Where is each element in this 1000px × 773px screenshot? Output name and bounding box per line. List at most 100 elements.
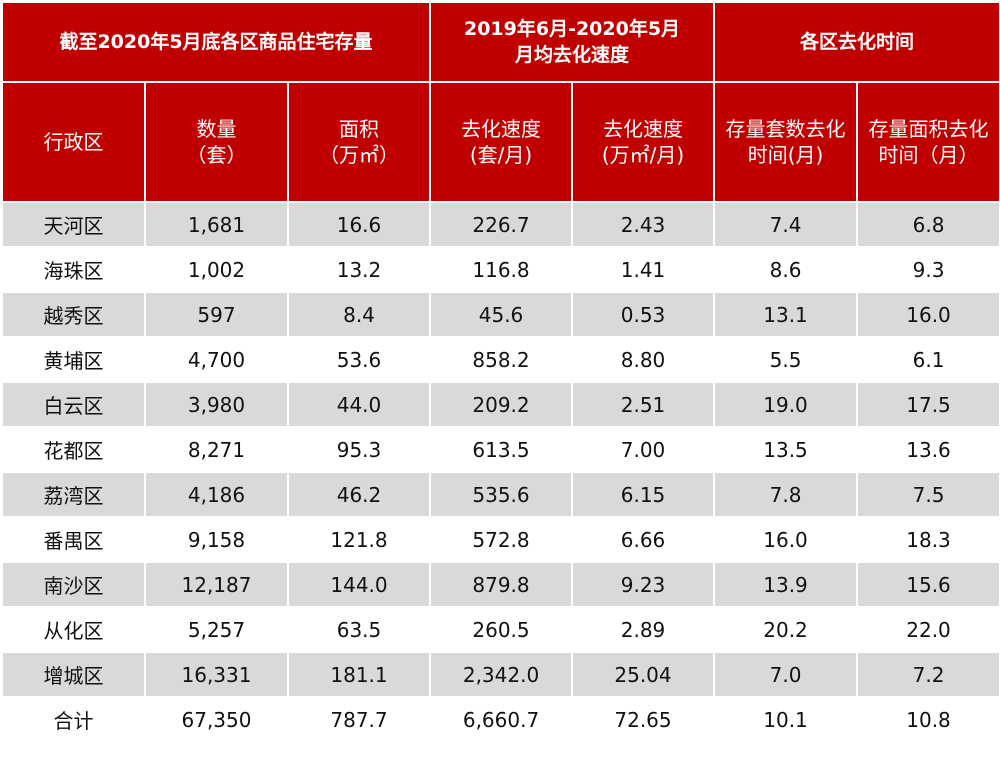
header-group-speed: 2019年6月-2020年5月 月均去化速度 (429, 1, 716, 83)
speed-units-cell: 226.7 (429, 201, 574, 248)
time-units-cell: 13.5 (713, 426, 859, 473)
district-cell: 海珠区 (1, 246, 146, 293)
district-cell: 合计 (1, 696, 146, 743)
area-cell: 63.5 (286, 606, 432, 653)
time-area-cell: 17.5 (856, 381, 1000, 428)
table-row: 合计 67,350 787.7 6,660.7 72.65 10.1 10.8 (1, 696, 1000, 743)
col-header-count: 数量 （套） (144, 81, 289, 203)
time-units-cell: 16.0 (713, 516, 859, 563)
col-header-area: 面积 （万㎡） (286, 81, 432, 203)
area-cell: 13.2 (286, 246, 432, 293)
col-header-time-area: 存量面积去化 时间（月） (856, 81, 1000, 203)
district-cell: 黄埔区 (1, 336, 146, 383)
speed-units-cell: 6,660.7 (429, 696, 574, 743)
district-cell: 白云区 (1, 381, 146, 428)
time-units-cell: 20.2 (713, 606, 859, 653)
table-row: 天河区 1,681 16.6 226.7 2.43 7.4 6.8 (1, 201, 1000, 248)
area-cell: 8.4 (286, 291, 432, 338)
time-area-cell: 7.5 (856, 471, 1000, 518)
area-cell: 144.0 (286, 561, 432, 608)
speed-area-cell: 6.15 (571, 471, 716, 518)
time-units-cell: 7.0 (713, 651, 859, 698)
speed-area-cell: 72.65 (571, 696, 716, 743)
count-cell: 12,187 (144, 561, 289, 608)
table-row: 荔湾区 4,186 46.2 535.6 6.15 7.8 7.5 (1, 471, 1000, 518)
time-area-cell: 13.6 (856, 426, 1000, 473)
area-cell: 16.6 (286, 201, 432, 248)
speed-units-cell: 572.8 (429, 516, 574, 563)
speed-area-cell: 6.66 (571, 516, 716, 563)
time-units-cell: 13.1 (713, 291, 859, 338)
table-row: 从化区 5,257 63.5 260.5 2.89 20.2 22.0 (1, 606, 1000, 653)
col-header-speed-units: 去化速度 (套/月) (429, 81, 574, 203)
speed-units-cell: 535.6 (429, 471, 574, 518)
time-area-cell: 22.0 (856, 606, 1000, 653)
district-cell: 从化区 (1, 606, 146, 653)
count-cell: 5,257 (144, 606, 289, 653)
time-units-cell: 5.5 (713, 336, 859, 383)
speed-area-cell: 7.00 (571, 426, 716, 473)
time-units-cell: 13.9 (713, 561, 859, 608)
speed-area-cell: 1.41 (571, 246, 716, 293)
district-cell: 增城区 (1, 651, 146, 698)
count-cell: 1,002 (144, 246, 289, 293)
area-cell: 95.3 (286, 426, 432, 473)
time-units-cell: 7.4 (713, 201, 859, 248)
speed-area-cell: 9.23 (571, 561, 716, 608)
time-area-cell: 18.3 (856, 516, 1000, 563)
district-cell: 南沙区 (1, 561, 146, 608)
table-row: 增城区 16,331 181.1 2,342.0 25.04 7.0 7.2 (1, 651, 1000, 698)
area-cell: 46.2 (286, 471, 432, 518)
time-units-cell: 19.0 (713, 381, 859, 428)
speed-units-cell: 2,342.0 (429, 651, 574, 698)
district-cell: 花都区 (1, 426, 146, 473)
count-cell: 67,350 (144, 696, 289, 743)
count-cell: 16,331 (144, 651, 289, 698)
table-row: 南沙区 12,187 144.0 879.8 9.23 13.9 15.6 (1, 561, 1000, 608)
count-cell: 4,700 (144, 336, 289, 383)
table-row: 海珠区 1,002 13.2 116.8 1.41 8.6 9.3 (1, 246, 1000, 293)
speed-units-cell: 260.5 (429, 606, 574, 653)
time-units-cell: 10.1 (713, 696, 859, 743)
time-area-cell: 16.0 (856, 291, 1000, 338)
table-row: 番禺区 9,158 121.8 572.8 6.66 16.0 18.3 (1, 516, 1000, 563)
time-area-cell: 7.2 (856, 651, 1000, 698)
area-cell: 787.7 (286, 696, 432, 743)
col-header-time-units: 存量套数去化 时间(月) (713, 81, 859, 203)
count-cell: 1,681 (144, 201, 289, 248)
speed-units-cell: 879.8 (429, 561, 574, 608)
table-row: 花都区 8,271 95.3 613.5 7.00 13.5 13.6 (1, 426, 1000, 473)
time-units-cell: 7.8 (713, 471, 859, 518)
count-cell: 4,186 (144, 471, 289, 518)
time-area-cell: 6.1 (856, 336, 1000, 383)
time-area-cell: 15.6 (856, 561, 1000, 608)
table-row: 越秀区 597 8.4 45.6 0.53 13.1 16.0 (1, 291, 1000, 338)
district-cell: 越秀区 (1, 291, 146, 338)
header-group-time: 各区去化时间 (713, 1, 1000, 83)
inventory-table: 截至2020年5月底各区商品住宅存量 2019年6月-2020年5月 月均去化速度… (0, 1, 1000, 743)
district-cell: 荔湾区 (1, 471, 146, 518)
district-cell: 番禺区 (1, 516, 146, 563)
header-column-row: 行政区 数量 （套） 面积 （万㎡） 去化速度 (套/月) 去化速度 (万㎡/月) 存量… (1, 81, 1000, 203)
time-units-cell: 8.6 (713, 246, 859, 293)
table-row: 白云区 3,980 44.0 209.2 2.51 19.0 17.5 (1, 381, 1000, 428)
table-row: 黄埔区 4,700 53.6 858.2 8.80 5.5 6.1 (1, 336, 1000, 383)
col-header-district: 行政区 (1, 81, 146, 203)
count-cell: 9,158 (144, 516, 289, 563)
time-area-cell: 6.8 (856, 201, 1000, 248)
speed-area-cell: 2.51 (571, 381, 716, 428)
speed-units-cell: 209.2 (429, 381, 574, 428)
speed-units-cell: 858.2 (429, 336, 574, 383)
count-cell: 8,271 (144, 426, 289, 473)
speed-units-cell: 613.5 (429, 426, 574, 473)
speed-area-cell: 2.89 (571, 606, 716, 653)
count-cell: 597 (144, 291, 289, 338)
area-cell: 181.1 (286, 651, 432, 698)
col-header-speed-area: 去化速度 (万㎡/月) (571, 81, 716, 203)
speed-units-cell: 116.8 (429, 246, 574, 293)
time-area-cell: 10.8 (856, 696, 1000, 743)
header-group-row: 截至2020年5月底各区商品住宅存量 2019年6月-2020年5月 月均去化速度… (0, 1, 1000, 83)
table-body: 天河区 1,681 16.6 226.7 2.43 7.4 6.8 海珠区 1,002 13.2 1… (1, 201, 1000, 743)
count-cell: 3,980 (144, 381, 289, 428)
speed-area-cell: 25.04 (571, 651, 716, 698)
